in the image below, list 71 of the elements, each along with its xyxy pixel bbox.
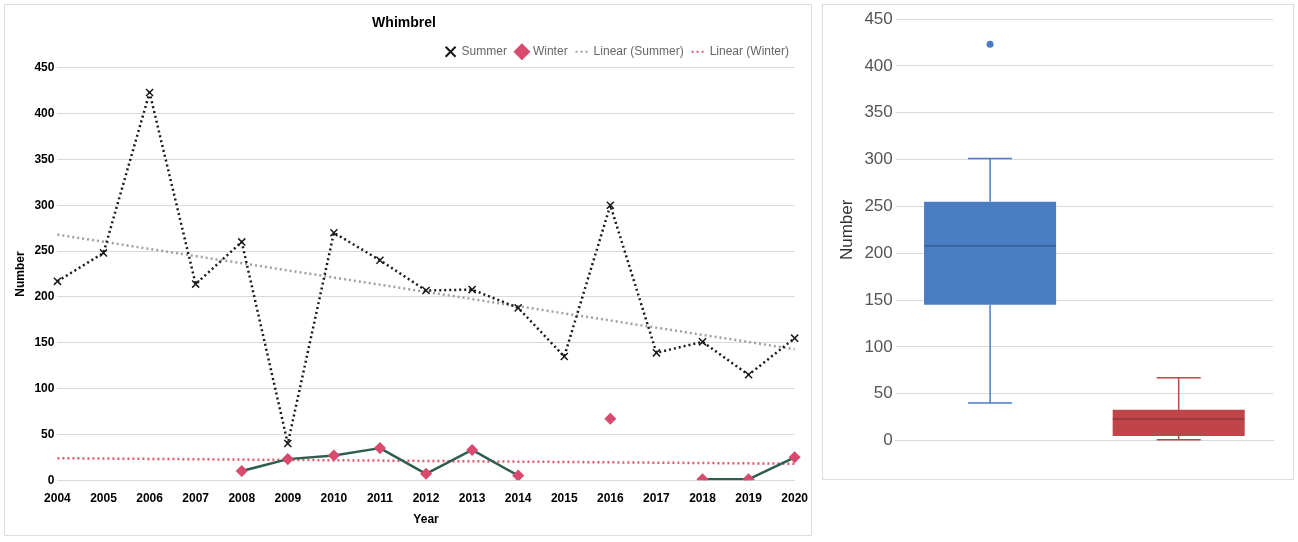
point (512, 469, 524, 481)
y-axis-title: Number (836, 199, 856, 261)
x-tick-label: 2007 (182, 490, 210, 505)
y-tick-label: 0 (883, 430, 893, 450)
x-tick-label: 2015 (550, 490, 578, 505)
x-tick-label: 2019 (735, 490, 763, 505)
y-tick-label: 150 (34, 335, 55, 350)
x-tick-label: 2004 (44, 490, 72, 505)
y-tick-label: 350 (34, 151, 55, 166)
x-tick-label: 2011 (366, 490, 394, 505)
x-tick-label: 2009 (274, 490, 302, 505)
point (559, 352, 569, 361)
point (329, 228, 339, 238)
point (788, 451, 801, 464)
y-tick-label: 100 (864, 336, 893, 356)
legend-label: Summer (461, 44, 507, 59)
x-tick-label: 2020 (781, 490, 809, 505)
point (235, 465, 248, 477)
point (374, 442, 386, 454)
point (744, 370, 753, 380)
y-tick-label: 400 (864, 55, 893, 75)
y-tick-label: 250 (864, 196, 893, 216)
legend-label: Winter (532, 44, 568, 59)
y-tick-label: 200 (864, 242, 893, 262)
x-tick-label: 2016 (596, 490, 625, 505)
chart-title: Whimbrel (372, 14, 436, 31)
y-axis-title: Number (12, 251, 27, 297)
y-tick-label: 100 (34, 380, 55, 395)
point (145, 88, 154, 97)
y-tick-label: 50 (41, 426, 55, 441)
y-tick-label: 400 (34, 105, 55, 120)
x-tick-label: 2010 (320, 490, 348, 505)
y-tick-label: 200 (34, 289, 55, 304)
y-tick-label: 350 (864, 102, 893, 122)
y-tick-label: 50 (873, 383, 893, 403)
y-tick-label: 450 (34, 60, 55, 75)
point (328, 449, 340, 462)
point (421, 286, 431, 295)
x-tick-label: 2008 (228, 490, 256, 505)
point (237, 237, 247, 247)
point (652, 348, 661, 358)
point (698, 337, 707, 347)
y-tick-label: 300 (864, 149, 893, 169)
legend-label: Linear (Summer) (593, 44, 684, 59)
point (790, 333, 799, 343)
y-tick-label: 300 (34, 197, 55, 212)
point (606, 200, 615, 210)
x-tick-label: 2012 (412, 490, 440, 505)
x-tick-label: 2013 (458, 490, 486, 505)
point (467, 285, 477, 294)
point (282, 453, 294, 465)
x-tick-label: 2017 (643, 490, 671, 505)
x-tick-label: 2005 (90, 490, 118, 505)
y-tick-label: 150 (864, 289, 893, 309)
point (420, 468, 432, 480)
legend-label: Linear (Winter) (709, 44, 790, 59)
point (604, 413, 617, 425)
y-tick-label: 450 (864, 8, 893, 28)
x-tick-label: 2014 (504, 490, 532, 505)
point (191, 279, 200, 289)
point (375, 255, 385, 265)
point (99, 248, 108, 258)
point (466, 444, 478, 456)
point (513, 303, 523, 313)
x-tick-label: 2006 (136, 490, 164, 505)
y-tick-label: 0 (47, 472, 55, 487)
x-tick-label: 2018 (689, 490, 717, 505)
y-tick-label: 250 (34, 243, 55, 258)
point (283, 439, 293, 448)
point (53, 277, 62, 286)
x-axis-title: Year (413, 512, 440, 527)
